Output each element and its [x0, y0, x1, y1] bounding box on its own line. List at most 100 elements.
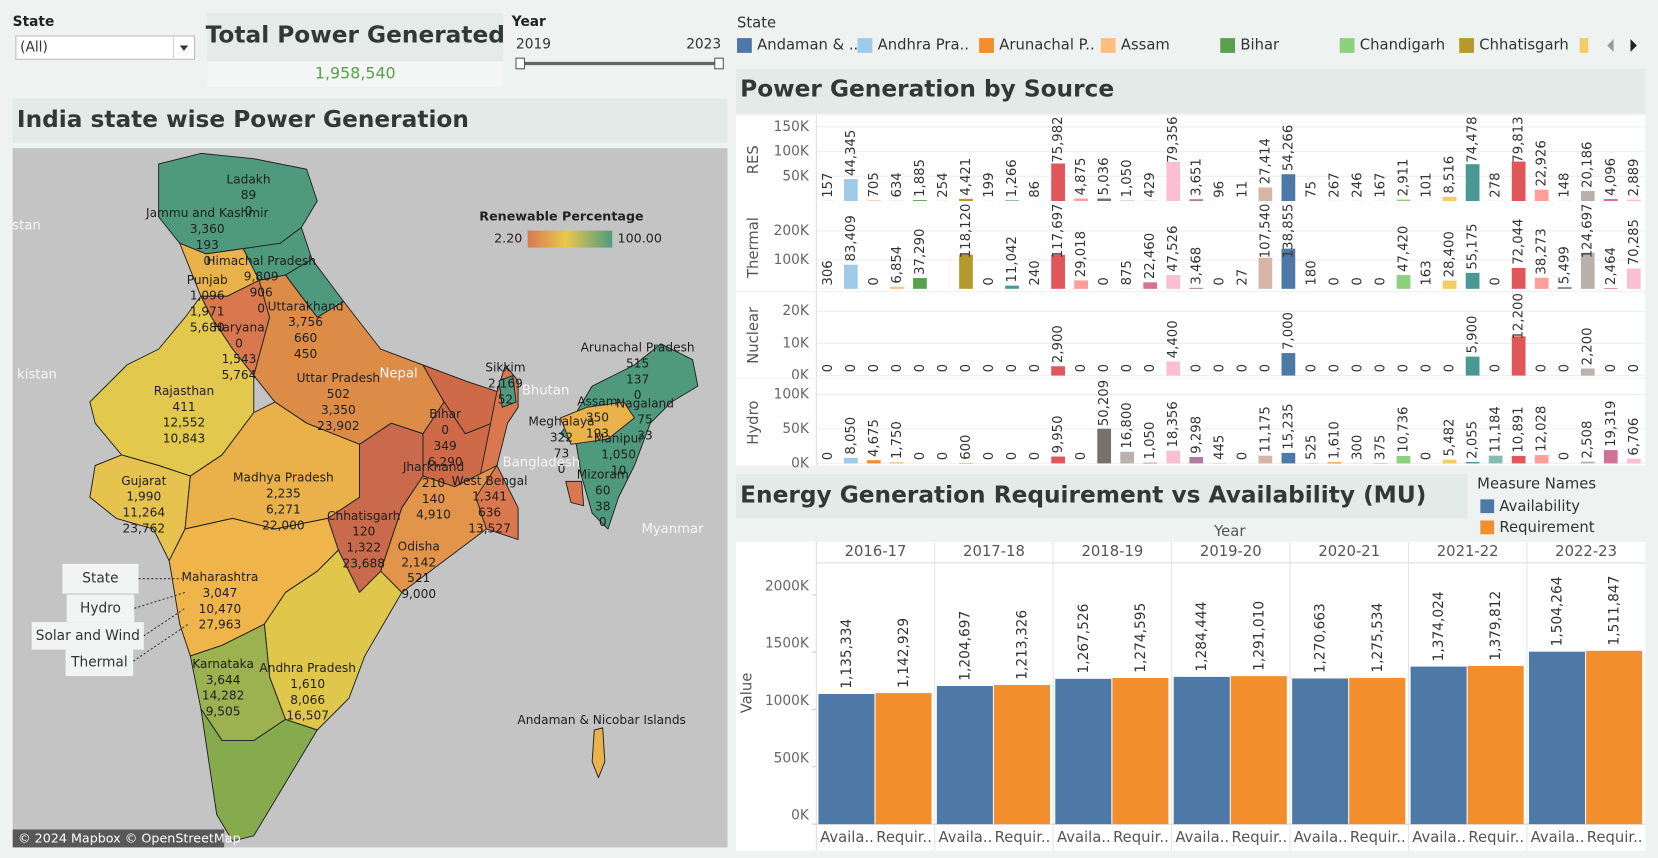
value-label: 0	[844, 364, 859, 372]
dropdown-box[interactable]	[15, 35, 196, 60]
state-area[interactable]	[559, 343, 699, 530]
bar	[1173, 676, 1230, 825]
value-label: 118,120	[959, 204, 974, 259]
energy-chart-title: Energy Generation Requirement vs Availab…	[740, 482, 1426, 509]
map-states	[89, 152, 699, 842]
value-label: 163	[1420, 260, 1435, 285]
value-label: 12,200	[1512, 293, 1527, 339]
bar	[959, 254, 973, 289]
callout-box	[31, 622, 144, 650]
bar	[913, 278, 927, 289]
state-area[interactable]	[559, 401, 635, 445]
state-dropdown[interactable]: (All)	[15, 35, 196, 60]
column-label: 2016-17	[845, 543, 907, 560]
bar	[1465, 461, 1480, 464]
map-state-value: 13,527	[468, 521, 511, 535]
bar	[1626, 458, 1641, 464]
value-label: 16,800	[1120, 402, 1135, 448]
bar	[1511, 336, 1526, 376]
attribution-bg	[12, 829, 225, 848]
map-state-value: 349	[434, 439, 457, 453]
bar-sub-label: Availa..	[1294, 829, 1348, 846]
kpi-title: Total Power Generated	[206, 21, 505, 48]
bar	[1580, 368, 1595, 376]
value-label: 254	[936, 172, 951, 197]
value-label: 0	[1097, 277, 1112, 285]
slider-handle-start[interactable]	[515, 57, 525, 70]
value-label: 101	[1420, 173, 1435, 198]
map-state-value: 27,963	[199, 618, 242, 632]
bar	[1097, 428, 1112, 464]
callout-box	[66, 594, 135, 623]
state-area[interactable]	[591, 727, 606, 779]
energy-legend-title: Measure Names	[1477, 476, 1596, 493]
legend-label: Andhra Pra..	[878, 36, 969, 53]
legend-scroll-left[interactable]	[1607, 39, 1614, 52]
energy-title-bg	[735, 473, 1468, 519]
map-state-value: 0	[441, 423, 449, 437]
dropdown-value[interactable]: (All)	[20, 40, 48, 56]
map-state-name: Uttarakhand	[268, 299, 344, 313]
bar	[1112, 678, 1169, 825]
value-label: 0	[982, 452, 997, 460]
map-state-value: 1,543	[222, 352, 257, 366]
value-label: 199	[982, 172, 997, 197]
slider-handle-end[interactable]	[714, 57, 724, 70]
state-area[interactable]	[498, 375, 517, 408]
bar	[1051, 456, 1065, 464]
map-state-name: West Bengal	[452, 474, 528, 488]
legend-swatch	[1339, 38, 1355, 53]
value-label: 44,345	[844, 130, 859, 176]
y-tick-label: 100K	[774, 252, 810, 268]
value-label: 0	[1304, 364, 1319, 372]
map-state-name: Gujarat	[121, 474, 166, 488]
value-label: 27,414	[1258, 138, 1273, 184]
bar	[1580, 191, 1595, 202]
bar	[1166, 450, 1181, 464]
bar	[1465, 356, 1480, 376]
value-label: 138,855	[1281, 204, 1296, 259]
map-state-name: Sikkim	[485, 361, 525, 375]
value-label: 0	[1028, 452, 1043, 460]
value-label: 157	[821, 173, 836, 198]
legend-scroll-right[interactable]	[1630, 39, 1637, 52]
year-slider[interactable]	[515, 57, 724, 70]
bar	[1120, 200, 1135, 202]
map-state-name: Odisha	[398, 539, 440, 553]
map-state-name: Chhatisgarh	[327, 509, 400, 523]
bar	[843, 264, 858, 289]
map-state-value: 23,762	[123, 521, 166, 535]
value-label: 0	[1074, 452, 1089, 460]
map-state-value: 1,610	[290, 677, 325, 691]
value-label: 2,055	[1466, 421, 1481, 459]
map-state-value: 636	[478, 506, 501, 520]
map-state-value: 3,360	[190, 222, 225, 236]
bar	[1281, 452, 1296, 464]
state-area[interactable]	[200, 708, 318, 842]
legend-swatch	[979, 38, 994, 53]
value-label: 18,356	[1166, 401, 1181, 447]
value-label: 0	[959, 364, 974, 372]
state-area[interactable]	[380, 465, 498, 593]
value-label: 5,900	[1466, 316, 1481, 354]
value-label: 6,706	[1627, 418, 1642, 456]
value-label: 10,736	[1397, 407, 1412, 453]
map-title: India state wise Power Generation	[17, 106, 469, 133]
bar-sub-label: Requir..	[1113, 829, 1169, 846]
value-label: 38,273	[1535, 228, 1550, 274]
source-title-bg	[735, 68, 1646, 114]
bar	[1074, 280, 1089, 289]
map-state-value: 502	[327, 387, 350, 401]
value-label: 5,482	[1443, 419, 1458, 457]
map-state-value: 193	[586, 426, 609, 440]
bar-sub-label: Requir..	[1468, 829, 1524, 846]
state-area[interactable]	[565, 480, 585, 507]
bar	[1586, 650, 1643, 825]
legend-swatch	[1480, 499, 1495, 514]
value-label: 0	[936, 364, 951, 372]
value-label: 0	[936, 452, 951, 460]
dropdown-arrow[interactable]	[179, 45, 189, 51]
map-state-value: 0	[203, 254, 211, 268]
map-state-name: Nagaland	[616, 397, 674, 411]
value-label: 0	[1535, 364, 1550, 372]
